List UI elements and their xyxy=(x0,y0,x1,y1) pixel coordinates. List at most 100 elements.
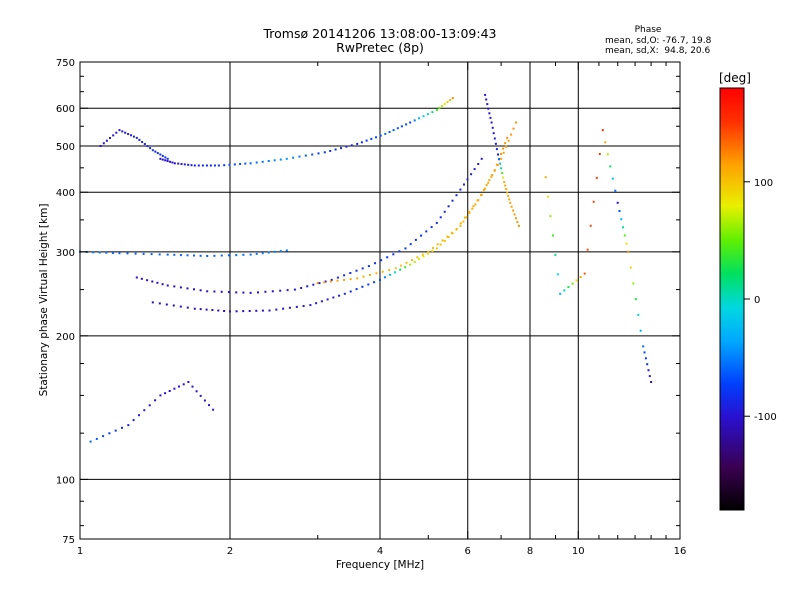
data-point xyxy=(173,253,176,256)
data-point xyxy=(506,191,509,194)
data-point xyxy=(435,247,438,250)
data-point xyxy=(235,254,238,257)
data-point xyxy=(249,291,252,294)
data-point xyxy=(388,269,391,271)
data-point xyxy=(425,230,428,233)
data-point xyxy=(127,133,130,135)
data-point xyxy=(150,253,153,256)
data-point xyxy=(502,151,505,154)
data-point xyxy=(275,308,278,311)
data-point xyxy=(343,292,346,295)
data-point xyxy=(512,209,515,212)
data-point xyxy=(211,309,214,311)
scatter-points xyxy=(79,93,653,443)
data-point xyxy=(165,303,168,306)
data-point xyxy=(484,93,487,96)
data-point xyxy=(468,212,471,214)
data-point xyxy=(102,435,105,438)
data-point xyxy=(261,309,264,312)
x-tick-label: 2 xyxy=(227,546,233,557)
data-point xyxy=(441,239,444,242)
data-point xyxy=(311,153,314,156)
data-point xyxy=(579,276,582,278)
data-point xyxy=(340,147,342,150)
data-point xyxy=(255,252,258,255)
axes: 1 2 4 6 8 10 16 75 100 200 300 400 500 600 750 xyxy=(56,58,686,557)
data-point xyxy=(516,221,519,223)
data-point xyxy=(439,216,442,219)
data-point xyxy=(508,198,511,201)
data-point xyxy=(268,309,271,312)
data-point xyxy=(556,273,559,276)
phase-stats-box: Phase mean, sd,O: -76.7, 19.8 mean, sd,X… xyxy=(605,25,712,56)
data-point xyxy=(470,173,473,176)
data-point xyxy=(114,429,117,432)
data-point xyxy=(510,133,513,136)
data-point xyxy=(159,153,162,156)
data-point xyxy=(349,290,352,293)
data-point xyxy=(614,189,617,192)
colorbar-tick-label: 100 xyxy=(754,178,773,189)
data-point xyxy=(554,253,557,256)
data-point xyxy=(330,278,333,281)
data-point xyxy=(482,189,485,192)
data-point xyxy=(127,424,130,427)
data-point xyxy=(493,169,496,172)
data-point xyxy=(286,289,289,292)
data-point xyxy=(515,121,517,124)
data-point xyxy=(132,135,135,138)
y-tick-label: 200 xyxy=(56,332,75,343)
chart-title: Tromsø 20141206 13:08:00-13:09:43 xyxy=(262,26,496,41)
data-point xyxy=(455,194,458,197)
y-tick-label: 400 xyxy=(56,188,75,199)
data-point xyxy=(244,162,247,165)
data-point xyxy=(99,145,102,147)
data-point xyxy=(487,181,490,184)
y-tick-label: 75 xyxy=(62,535,75,546)
data-point xyxy=(151,280,154,283)
data-point xyxy=(182,383,185,386)
data-point xyxy=(503,181,506,184)
data-point xyxy=(618,210,621,212)
data-point xyxy=(362,275,365,278)
data-point xyxy=(355,269,358,272)
data-point xyxy=(392,129,395,132)
data-point xyxy=(220,254,223,257)
data-point xyxy=(135,136,138,139)
data-point xyxy=(159,157,162,160)
data-point xyxy=(223,310,226,312)
data-point xyxy=(329,280,332,283)
x-tick-label: 1 xyxy=(77,546,83,557)
data-point xyxy=(439,243,442,246)
data-point xyxy=(502,176,505,179)
data-point xyxy=(480,157,483,160)
data-point xyxy=(345,145,348,148)
data-point xyxy=(443,103,446,105)
data-point xyxy=(121,130,124,133)
data-point xyxy=(435,221,438,224)
data-point xyxy=(261,160,264,163)
data-point xyxy=(173,162,176,165)
data-point xyxy=(616,201,619,204)
data-point xyxy=(191,385,194,388)
data-point xyxy=(416,256,419,259)
data-point xyxy=(172,304,175,307)
data-point xyxy=(249,253,252,256)
data-point xyxy=(642,345,645,348)
data-point xyxy=(384,276,386,279)
data-point xyxy=(121,426,123,429)
data-point xyxy=(446,235,449,238)
phase-stats-x: mean, sd,X: 94.8, 20.6 xyxy=(605,46,711,56)
data-point xyxy=(435,109,438,111)
data-point xyxy=(193,288,195,291)
data-point xyxy=(471,207,474,210)
data-point xyxy=(500,153,502,155)
data-point xyxy=(168,390,171,392)
y-tick-label: 500 xyxy=(56,142,75,153)
data-point xyxy=(271,290,274,293)
data-point xyxy=(217,309,220,312)
data-point xyxy=(418,117,421,120)
data-point xyxy=(500,157,503,160)
data-point xyxy=(199,394,202,397)
data-point xyxy=(285,249,288,252)
